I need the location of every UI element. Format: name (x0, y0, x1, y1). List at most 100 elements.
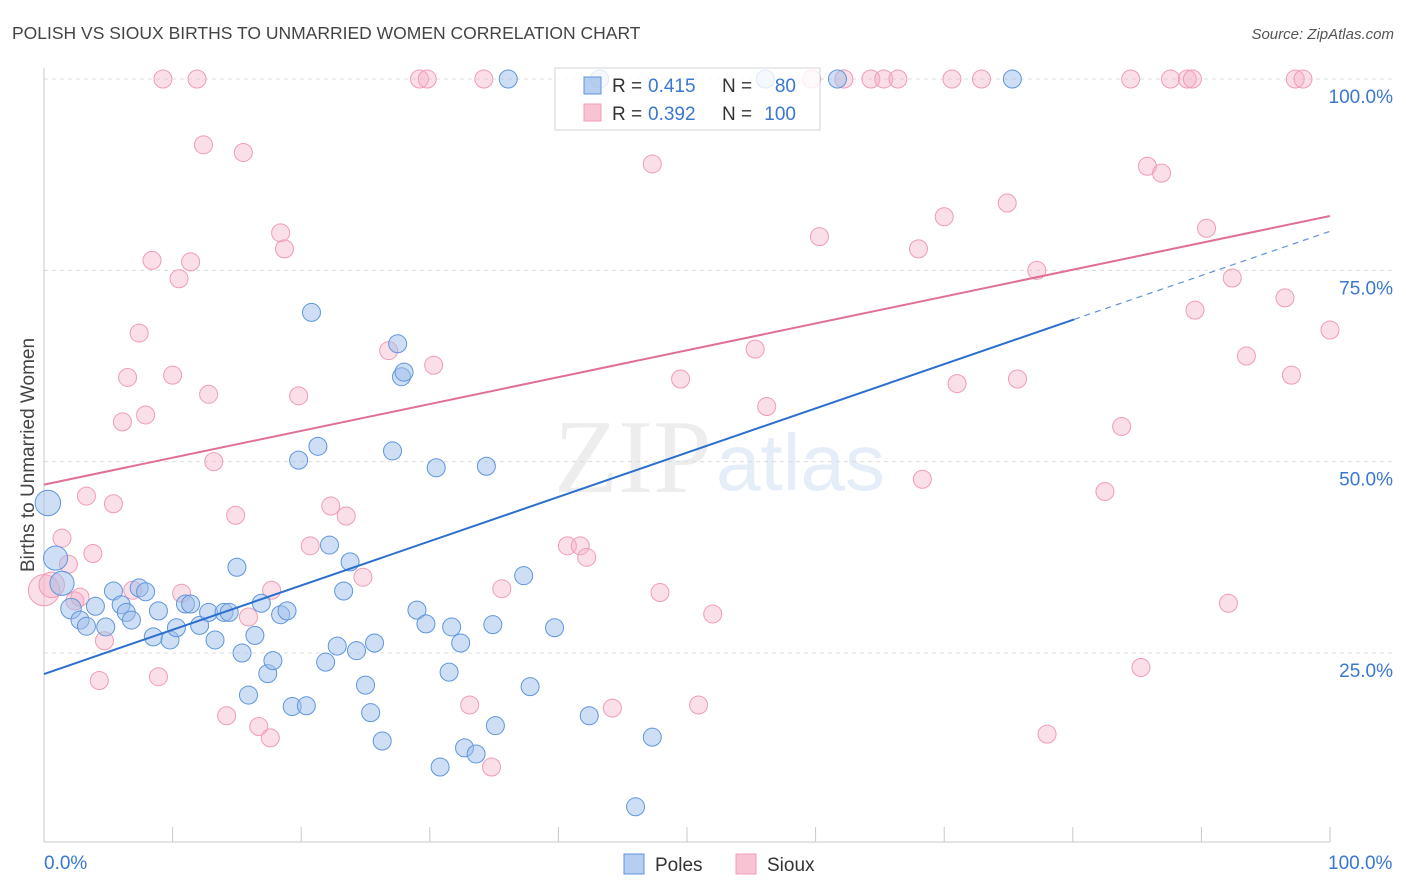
sioux-point (163, 365, 183, 385)
sioux-point (912, 469, 932, 489)
sioux-point (181, 252, 201, 272)
sioux-point (353, 567, 373, 587)
sioux-point (424, 355, 444, 375)
sioux-point (52, 528, 72, 548)
sioux-point (874, 69, 894, 89)
poles-point (181, 594, 201, 614)
sioux-point (1320, 320, 1340, 340)
poles-point (394, 362, 414, 382)
y-tick-label: 25.0% (1339, 661, 1393, 682)
legend-n-value-poles: 80 (775, 76, 796, 97)
poles-point (356, 675, 375, 695)
sioux-point (1197, 218, 1217, 238)
legend-n-label: N = (722, 76, 752, 97)
chart-title: POLISH VS SIOUX BIRTHS TO UNMARRIED WOME… (12, 23, 641, 43)
watermark-zip-text: ZIP (554, 398, 712, 515)
bottom-legend-swatch-sioux (735, 853, 757, 875)
poles-point (383, 441, 403, 461)
x-tick-label: 100.0% (1328, 853, 1393, 874)
poles-point (361, 703, 381, 723)
poles-point (346, 641, 366, 661)
poles-point (483, 615, 503, 635)
legend-r-label: R = (612, 76, 642, 97)
sioux-points (27, 69, 1340, 777)
sioux-point (142, 250, 162, 270)
sioux-point (233, 142, 253, 162)
poles-point (520, 677, 540, 697)
bottom-legend-label-poles: Poles (655, 855, 703, 876)
poles-point (626, 797, 646, 817)
sioux-point (1131, 658, 1151, 678)
poles-point (245, 625, 265, 645)
sioux-point (336, 506, 356, 526)
sioux-point (1121, 69, 1141, 89)
poles-point (407, 600, 427, 620)
sioux-point (249, 716, 269, 736)
sioux-point (417, 69, 437, 89)
poles-trend-line-extension (1073, 230, 1331, 320)
sioux-point (187, 69, 207, 89)
poles-point (827, 69, 847, 89)
poles-point (301, 302, 321, 322)
sioux-point (83, 543, 103, 563)
sioux-point (934, 207, 954, 227)
sioux-point (321, 496, 341, 516)
poles-point (319, 535, 339, 555)
poles-point (372, 731, 392, 751)
poles-point (365, 633, 385, 653)
sioux-point (260, 728, 280, 748)
sioux-point (1095, 481, 1115, 501)
poles-point (579, 706, 599, 726)
poles-point (334, 581, 354, 601)
sioux-point (908, 239, 928, 259)
sioux-point (971, 69, 991, 89)
sioux-point (1281, 365, 1301, 385)
sioux-point (703, 604, 723, 624)
sioux-point (1161, 69, 1181, 89)
poles-point (34, 489, 62, 517)
poles-point (485, 716, 505, 736)
sioux-point (642, 154, 662, 174)
poles-point (1002, 69, 1022, 89)
poles-point (442, 617, 462, 637)
x-axis-tick-labels: 0.0% 100.0% (44, 853, 1393, 874)
sioux-point (1112, 416, 1132, 436)
sioux-point (650, 583, 670, 603)
bottom-legend: Poles Sioux (623, 853, 815, 876)
poles-point (238, 685, 258, 705)
sioux-point (460, 695, 480, 715)
sioux-point (1182, 69, 1202, 89)
poles-point (308, 436, 328, 456)
legend-r-value-poles: 0.415 (648, 76, 696, 97)
poles-point (545, 618, 565, 638)
poles-point (426, 458, 446, 478)
sioux-point (129, 323, 149, 343)
sioux-point (577, 547, 597, 567)
poles-point (96, 617, 116, 637)
sioux-point (148, 667, 168, 687)
sioux-point (169, 269, 189, 289)
poles-point (476, 456, 496, 476)
sioux-point (193, 135, 213, 155)
sioux-point (482, 757, 502, 777)
poles-point (388, 334, 408, 354)
sioux-point (1293, 69, 1313, 89)
poles-point (205, 630, 225, 650)
poles-point (232, 643, 252, 663)
poles-point (439, 662, 459, 682)
sioux-point (1177, 69, 1197, 89)
sioux-point (274, 239, 294, 259)
sioux-point (602, 698, 622, 718)
sioux-point (153, 69, 173, 89)
sioux-point (570, 536, 590, 556)
bottom-legend-label-sioux: Sioux (767, 855, 815, 876)
poles-points (34, 69, 1022, 817)
sioux-point (204, 452, 224, 472)
poles-point (430, 757, 450, 777)
legend-r-value-sioux: 0.392 (648, 104, 696, 125)
y-tick-label: 100.0% (1329, 87, 1394, 108)
sioux-point (809, 227, 829, 247)
y-axis-tick-labels: 100.0% 75.0% 50.0% 25.0% (1329, 87, 1394, 682)
legend-n-label: N = (722, 104, 752, 125)
y-tick-label: 50.0% (1339, 470, 1393, 491)
